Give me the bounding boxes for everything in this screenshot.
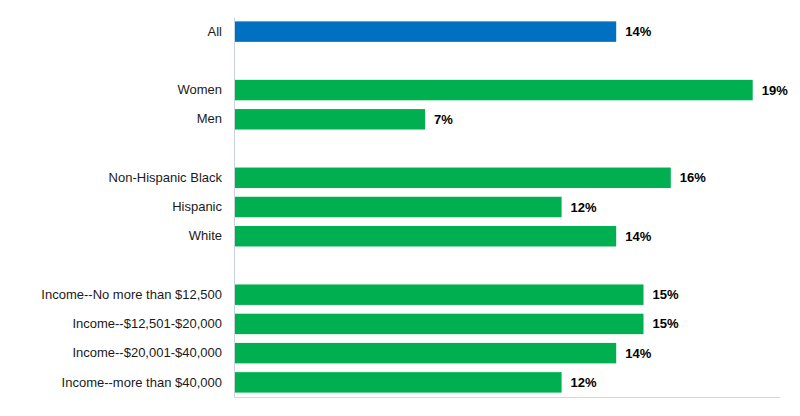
data-label: 14% [625,24,651,39]
y-tick-label: Non-Hispanic Black [109,170,223,185]
y-tick: Non-Hispanic Black [109,170,234,185]
bar [234,109,425,129]
bar [234,372,562,392]
y-axis: All Women Men Non-Hispanic Black Hispanic Whi… [41,18,234,398]
bar [234,197,562,217]
data-label: 7% [434,112,453,127]
y-tick-label: Income--$12,501-$20,000 [72,316,222,331]
y-tick: Income--No more than $12,500 [41,287,234,302]
chart: All Women Men Non-Hispanic Black Hispanic Whi… [0,0,800,416]
bars [234,21,753,392]
bar [234,343,616,363]
y-tick-label: Income--more than $40,000 [62,375,222,390]
bar [234,80,753,100]
y-tick: Women [177,82,234,97]
bar [234,284,644,304]
y-tick: Income--more than $40,000 [62,375,234,390]
y-tick: Income--$20,001-$40,000 [72,345,234,360]
y-tick-label: Income--$20,001-$40,000 [72,345,222,360]
y-tick: Income--$12,501-$20,000 [72,316,234,331]
data-label: 16% [680,170,706,185]
data-label: 14% [625,229,651,244]
bar [234,168,671,188]
y-tick-label: Women [177,82,222,97]
y-tick: White [189,228,234,243]
y-tick-label: Income--No more than $12,500 [41,287,222,302]
data-label: 15% [653,316,679,331]
y-tick-label: All [208,24,223,39]
y-tick-label: Men [197,111,222,126]
y-tick: Men [197,111,234,126]
bar [234,226,616,246]
bar [234,21,616,41]
data-labels: 14%19%7%16%12%14%15%15%14%12% [434,24,788,390]
y-tick-label: Hispanic [172,199,222,214]
data-label: 12% [571,200,597,215]
y-tick: Hispanic [172,199,234,214]
x-axis-line [235,397,781,398]
x-axis [235,397,781,398]
data-label: 12% [571,375,597,390]
data-label: 15% [653,287,679,302]
y-tick: All [208,24,234,39]
data-label: 19% [762,83,788,98]
data-label: 14% [625,346,651,361]
y-tick-label: White [189,228,222,243]
bar [234,314,644,334]
y-axis-line [234,18,235,398]
